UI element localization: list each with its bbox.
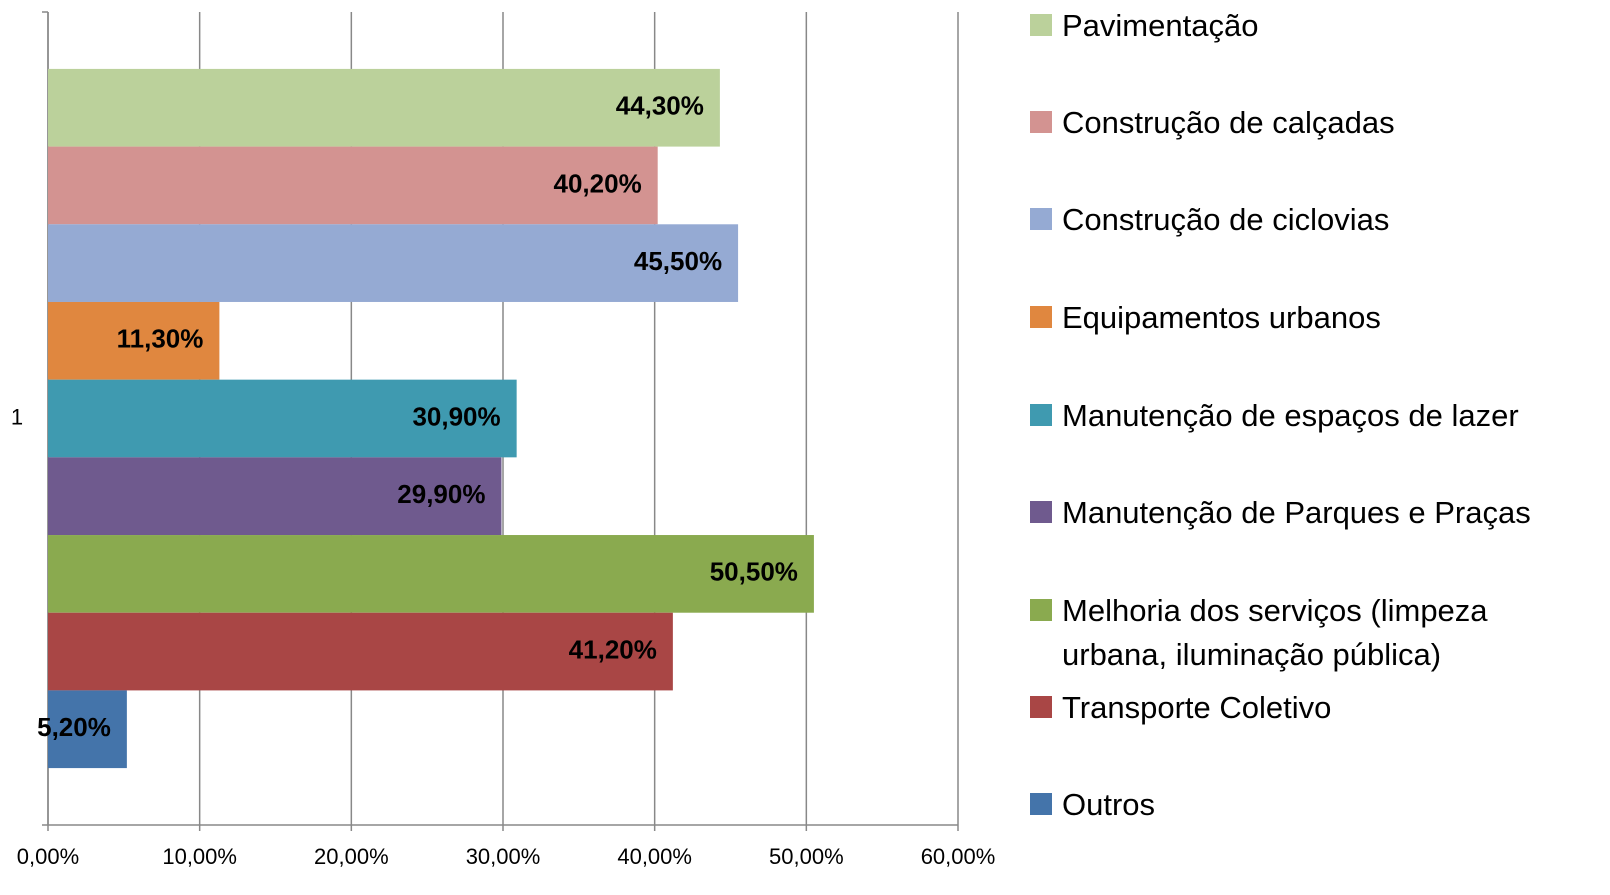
data-label: 50,50% (710, 557, 798, 587)
data-label: 41,20% (569, 634, 657, 664)
bar (48, 379, 517, 458)
legend-label: Melhoria dos serviços (limpeza urbana, i… (1062, 593, 1488, 672)
x-tick-label: 10,00% (162, 844, 237, 869)
bar (48, 612, 673, 691)
legend-swatch (1030, 306, 1052, 328)
legend-swatch (1030, 501, 1052, 523)
legend-item: Manutenção de espaços de lazer (1030, 394, 1590, 438)
legend-swatch (1030, 14, 1052, 36)
legend-label: Manutenção de espaços de lazer (1062, 398, 1519, 433)
x-tick-label: 30,00% (466, 844, 541, 869)
data-label: 30,90% (412, 401, 500, 431)
bar (48, 224, 739, 302)
chart: 0,00% 10,00% 20,00% 30,00% 40,00% 50,00% 60,00… (11, 11, 996, 869)
legend-item: Melhoria dos serviços (limpeza urbana, i… (1030, 589, 1590, 677)
legend-swatch (1030, 111, 1052, 133)
x-tick-label: 60,00% (921, 844, 996, 869)
legend-label: Construção de calçadas (1062, 105, 1395, 140)
legend-item: Pavimentação (1030, 4, 1590, 48)
legend-label: Construção de ciclovias (1062, 202, 1390, 237)
legend-item: Construção de calçadas (1030, 101, 1590, 145)
bar (48, 146, 658, 225)
y-tick-label: 1 (11, 404, 23, 429)
legend-label: Transporte Coletivo (1062, 690, 1332, 725)
legend-swatch (1030, 696, 1052, 718)
data-label: 44,30% (616, 91, 704, 121)
legend-item: Outros (1030, 783, 1590, 827)
data-label: 40,20% (554, 168, 642, 198)
data-label: 45,50% (634, 246, 722, 276)
legend-swatch (1030, 793, 1052, 815)
legend-swatch (1030, 599, 1052, 621)
bar (48, 457, 502, 536)
x-tick-label: 0,00% (17, 844, 79, 869)
legend-item: Construção de ciclovias (1030, 198, 1590, 242)
x-tick-label: 40,00% (617, 844, 692, 869)
x-tick-label: 50,00% (769, 844, 844, 869)
legend-item: Manutenção de Parques e Praças (1030, 491, 1590, 535)
legend-item: Equipamentos urbanos (1030, 296, 1590, 340)
data-label: 11,30% (117, 324, 204, 354)
legend-label: Manutenção de Parques e Praças (1062, 495, 1531, 530)
data-label: 29,90% (397, 479, 485, 509)
x-tick-label: 20,00% (314, 844, 389, 869)
legend-label: Pavimentação (1062, 8, 1259, 43)
legend-swatch (1030, 208, 1052, 230)
legend-label: Equipamentos urbanos (1062, 300, 1381, 335)
bar (48, 690, 127, 769)
bar (48, 301, 220, 380)
legend-label: Outros (1062, 787, 1156, 822)
data-label: 5,20% (37, 712, 111, 742)
bar (48, 535, 814, 613)
bar (48, 68, 720, 147)
legend-item: Transporte Coletivo (1030, 686, 1590, 730)
legend-swatch (1030, 404, 1052, 426)
